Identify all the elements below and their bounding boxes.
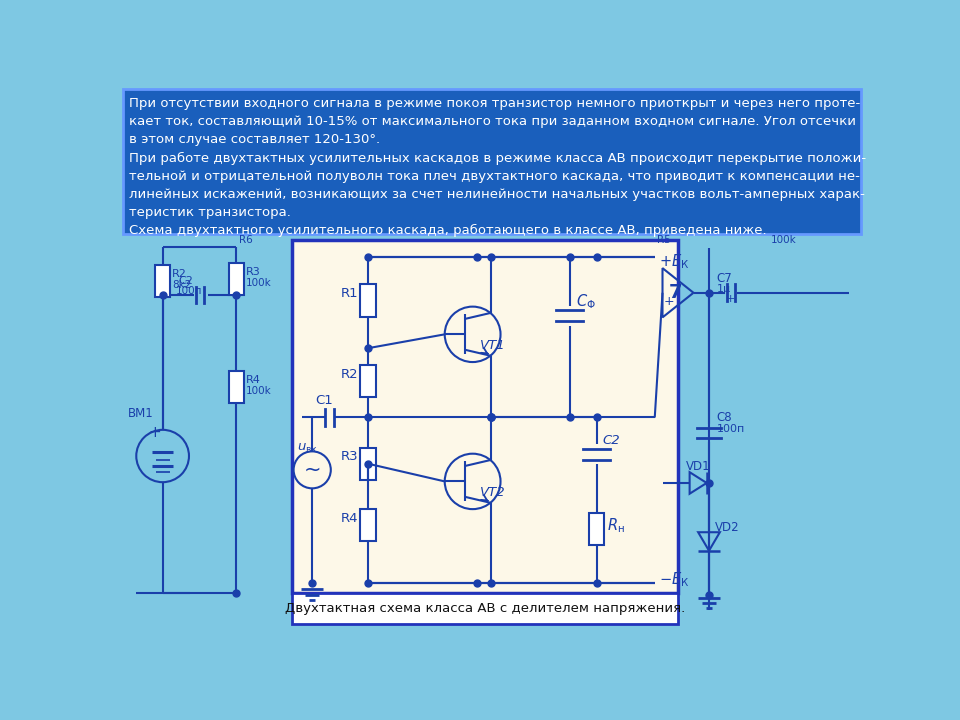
Text: 7: 7 — [669, 283, 683, 302]
Text: тельной и отрицательной полуволн тока плеч двухтактного каскада, что приводит к : тельной и отрицательной полуволн тока пл… — [130, 169, 860, 183]
Text: R1: R1 — [341, 287, 358, 300]
Text: При работе двухтактных усилительных каскадов в режиме класса АВ происходит перек: При работе двухтактных усилительных каск… — [130, 151, 867, 165]
Text: Двухтактная схема класса АВ с делителем напряжения.: Двухтактная схема класса АВ с делителем … — [285, 602, 685, 615]
Text: +: + — [149, 426, 161, 441]
Text: $- E_{\rm К}$: $- E_{\rm К}$ — [659, 570, 689, 588]
Text: $u_{\rm вх}$: $u_{\rm вх}$ — [297, 442, 318, 455]
Text: 8k2: 8k2 — [172, 280, 191, 290]
Text: $C_\Phi$: $C_\Phi$ — [576, 292, 595, 311]
Circle shape — [444, 454, 500, 509]
Bar — [360, 284, 375, 317]
Bar — [360, 509, 375, 541]
Text: R3: R3 — [341, 450, 358, 463]
Circle shape — [136, 430, 189, 482]
Text: $R_{\rm н}$: $R_{\rm н}$ — [608, 517, 625, 536]
Text: 100k: 100k — [246, 385, 272, 395]
Text: R2: R2 — [341, 368, 358, 381]
Bar — [123, 89, 861, 234]
Text: 100k: 100k — [771, 235, 797, 246]
Text: C2: C2 — [179, 276, 193, 287]
Bar — [228, 263, 244, 295]
Circle shape — [444, 307, 500, 362]
Text: 100п: 100п — [717, 424, 745, 434]
Text: BM1: BM1 — [128, 407, 154, 420]
Text: 100k: 100k — [246, 278, 272, 288]
Text: Схема двухтактного усилительного каскада, работающего в классе АВ, приведена ниж: Схема двухтактного усилительного каскада… — [130, 224, 767, 237]
Text: кает ток, составляющий 10-15% от максимального тока при заданном входном сигнале: кает ток, составляющий 10-15% от максима… — [130, 115, 856, 128]
Text: +: + — [664, 295, 675, 308]
Text: C7: C7 — [717, 272, 732, 285]
Bar — [292, 593, 678, 624]
Text: в этом случае составляет 120-130°.: в этом случае составляет 120-130°. — [130, 133, 380, 146]
Bar — [360, 365, 375, 397]
Bar — [228, 371, 244, 403]
Bar — [360, 448, 375, 480]
Text: R4: R4 — [341, 512, 358, 525]
Text: C8: C8 — [717, 411, 732, 424]
Bar — [292, 240, 678, 593]
Text: При отсутствии входного сигнала в режиме покоя транзистор немного приоткрыт и че: При отсутствии входного сигнала в режиме… — [130, 97, 860, 110]
Text: R3: R3 — [246, 267, 260, 277]
Text: 100п: 100п — [176, 287, 203, 296]
Text: VD1: VD1 — [685, 459, 710, 472]
Text: VT2: VT2 — [480, 487, 506, 500]
Text: +: + — [726, 294, 735, 304]
Text: R2: R2 — [172, 269, 187, 279]
Text: $+ E_{\rm К}$: $+ E_{\rm К}$ — [659, 252, 689, 271]
Circle shape — [294, 451, 331, 488]
Text: теристик транзистора.: теристик транзистора. — [130, 206, 291, 219]
Text: VT1: VT1 — [480, 339, 506, 352]
Text: VD2: VD2 — [715, 521, 740, 534]
Text: C2: C2 — [603, 434, 620, 447]
Text: R6: R6 — [239, 235, 252, 246]
Text: ~: ~ — [303, 460, 321, 480]
Text: линейных искажений, возникающих за счет нелинейности начальных участков вольт-ам: линейных искажений, возникающих за счет … — [130, 188, 865, 201]
Text: R4: R4 — [246, 375, 260, 384]
Text: C1: C1 — [315, 394, 333, 407]
Bar — [120, 235, 864, 641]
Text: R5: R5 — [657, 235, 671, 246]
Text: 1μ: 1μ — [717, 284, 731, 294]
Bar — [588, 513, 605, 545]
Bar — [155, 265, 170, 297]
